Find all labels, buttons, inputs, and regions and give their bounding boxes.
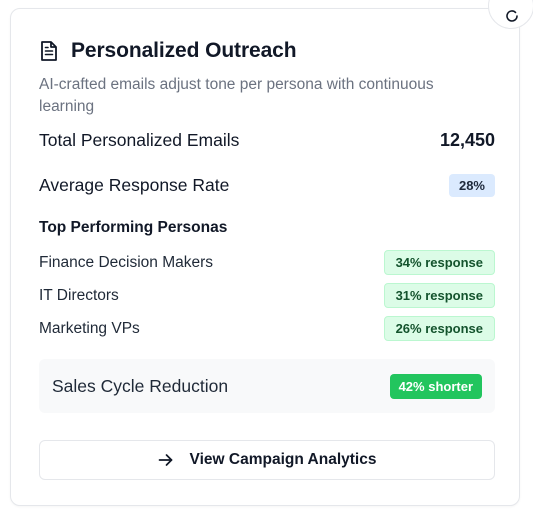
personas-section-title: Top Performing Personas [39, 219, 228, 236]
persona-row: Marketing VPs 26% response [39, 316, 495, 341]
response-rate-badge: 28% [448, 174, 495, 197]
persona-response-badge: 31% response [383, 283, 495, 308]
refresh-icon [506, 10, 518, 22]
card-description: AI-crafted emails adjust tone per person… [39, 76, 434, 115]
view-campaign-analytics-label: View Campaign Analytics [189, 451, 377, 468]
sales-cycle-highlight: Sales Cycle Reduction 42% shorter [39, 359, 495, 413]
sales-cycle-label: Sales Cycle Reduction [52, 375, 229, 396]
persona-label: Finance Decision Makers [39, 253, 214, 271]
refresh-button[interactable] [488, 0, 533, 29]
total-emails-row: Total Personalized Emails 12,450 [39, 130, 495, 151]
persona-response-badge: 34% response [383, 250, 495, 275]
persona-label: Marketing VPs [39, 319, 140, 337]
persona-row: Finance Decision Makers 34% response [39, 250, 495, 275]
total-emails-label: Total Personalized Emails [39, 130, 240, 150]
response-rate-row: Average Response Rate 28% [39, 174, 495, 197]
sales-cycle-badge: 42% shorter [389, 373, 482, 399]
persona-label: IT Directors [39, 286, 119, 304]
total-emails-value: 12,450 [439, 130, 495, 150]
card-title: Personalized Outreach [71, 39, 297, 62]
document-icon [39, 39, 61, 63]
card-header: Personalized Outreach [39, 39, 297, 63]
persona-row: IT Directors 31% response [39, 283, 495, 308]
persona-response-badge: 26% response [383, 316, 495, 341]
arrow-right-icon [158, 453, 174, 467]
view-campaign-analytics-button[interactable]: View Campaign Analytics [39, 440, 495, 480]
personalized-outreach-card: Personalized Outreach AI-crafted emails … [10, 0, 533, 506]
response-rate-label: Average Response Rate [39, 175, 230, 195]
